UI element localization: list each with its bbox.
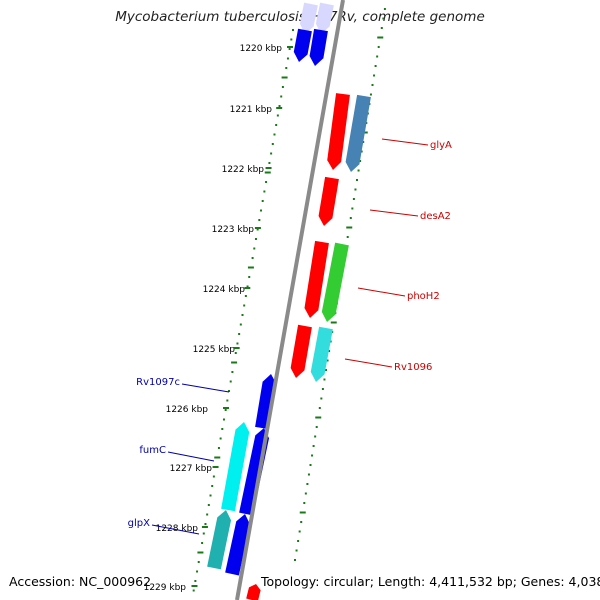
- gene-leader-line: [151, 524, 200, 535]
- gene-arrow: [221, 422, 250, 512]
- gene-arrow: [293, 28, 312, 62]
- gene-leader-line: [381, 138, 429, 146]
- accession-label: Accession: NC_000962: [9, 574, 152, 589]
- genome-title: Mycobacterium tuberculosis H37Rv, comple…: [115, 9, 485, 25]
- gene-label-desa2: desA2: [420, 211, 451, 222]
- gene-arrow: [304, 240, 329, 318]
- gene-leader-line: [344, 358, 393, 368]
- gene-arrow: [345, 94, 371, 172]
- scale-label: 1229 kbp: [144, 583, 187, 593]
- scale-label: 1226 kbp: [166, 405, 209, 415]
- gene-leader-line: [167, 451, 215, 462]
- gene-label-glpx: glpX: [128, 518, 150, 529]
- gene-arrow: [290, 324, 312, 378]
- gene-leader-line: [369, 209, 419, 217]
- gene-label-phoh2: phoH2: [407, 291, 440, 302]
- scale-label: 1228 kbp: [156, 524, 199, 534]
- scale-label: 1221 kbp: [230, 105, 273, 115]
- backbone-line: [235, 0, 345, 600]
- gene-arrow: [318, 176, 339, 226]
- scale-label: 1225 kbp: [193, 345, 236, 355]
- gene-arrow: [327, 93, 350, 170]
- gene-label-rv1096: Rv1096: [394, 362, 432, 373]
- gene-label-glya: glyA: [430, 140, 452, 151]
- scale-label: 1220 kbp: [240, 44, 283, 54]
- gene-leader-line: [181, 383, 230, 393]
- gene-arrow: [207, 510, 232, 570]
- gene-arrow: [315, 2, 334, 34]
- gene-arrow: [225, 514, 250, 576]
- genome-summary: Topology: circular; Length: 4,411,532 bp…: [261, 574, 600, 589]
- scale-label: 1222 kbp: [222, 165, 265, 175]
- gene-arrow: [309, 28, 328, 67]
- gene-arrow: [321, 242, 349, 322]
- gene-leader-line: [357, 287, 406, 297]
- scale-label: 1224 kbp: [203, 285, 246, 295]
- gene-label-rv1097c: Rv1097c: [136, 377, 180, 388]
- gene-arrow: [246, 584, 261, 600]
- scale-label: 1227 kbp: [170, 464, 213, 474]
- gene-label-fumc: fumC: [139, 445, 166, 456]
- gene-arrow: [310, 326, 333, 382]
- gene-arrow: [299, 2, 318, 34]
- scale-label: 1223 kbp: [212, 225, 255, 235]
